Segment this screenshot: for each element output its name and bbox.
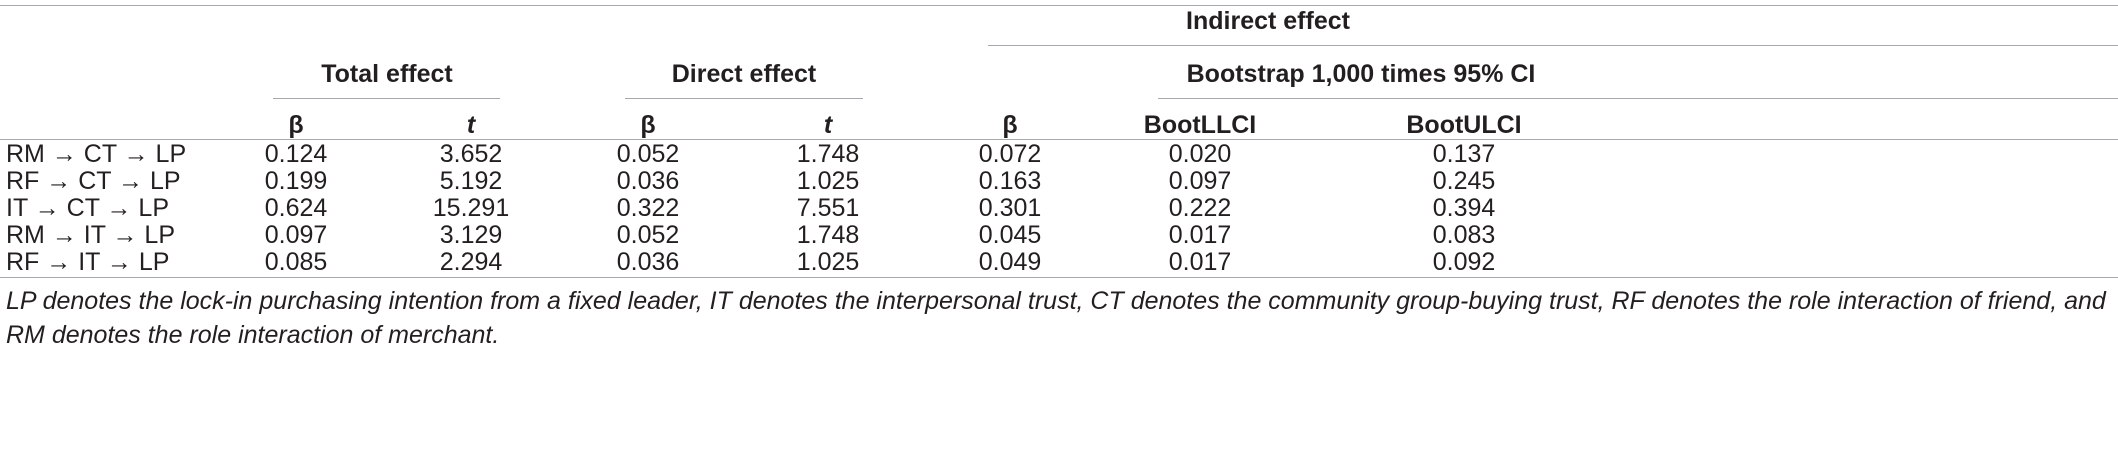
boot-ulci-header: BootULCI <box>1406 111 1522 139</box>
total-t-value: 2.294 <box>439 248 503 276</box>
boot-ulci-value: 0.245 <box>1432 167 1496 195</box>
bootstrap-header: Bootstrap 1,000 times 95% CI <box>1186 60 1536 88</box>
indirect-beta-value: 0.163 <box>978 167 1042 195</box>
indirect-beta-header: β <box>1002 111 1018 139</box>
direct-effect-underline <box>625 98 863 99</box>
total-beta-value: 0.097 <box>264 221 328 249</box>
boot-ulci-value: 0.083 <box>1432 221 1496 249</box>
total-t-value: 15.291 <box>432 194 510 222</box>
direct-beta-value: 0.036 <box>616 248 680 276</box>
total-beta-header: β <box>288 111 304 139</box>
bootstrap-underline <box>1158 98 2118 99</box>
indirect-beta-value: 0.072 <box>978 140 1042 168</box>
boot-ulci-value: 0.394 <box>1432 194 1496 222</box>
total-t-header: t <box>466 111 476 139</box>
direct-beta-value: 0.052 <box>616 221 680 249</box>
row-path-label: RM → IT → LP <box>6 221 176 249</box>
direct-beta-header: β <box>640 111 656 139</box>
total-effect-underline <box>273 98 500 99</box>
direct-t-value: 1.748 <box>796 140 860 168</box>
total-t-value: 5.192 <box>439 167 503 195</box>
boot-ulci-value: 0.092 <box>1432 248 1496 276</box>
total-beta-value: 0.624 <box>264 194 328 222</box>
table-footnote: LP denotes the lock-in purchasing intent… <box>6 287 2106 349</box>
boot-llci-value: 0.097 <box>1168 167 1232 195</box>
total-t-value: 3.652 <box>439 140 503 168</box>
row-path-label: RF → IT → LP <box>6 248 170 276</box>
total-effect-header: Total effect <box>321 60 453 88</box>
row-path-label: IT → CT → LP <box>6 194 170 222</box>
total-beta-value: 0.124 <box>264 140 328 168</box>
header-bottom-rule <box>0 139 2118 140</box>
indirect-beta-value: 0.045 <box>978 221 1042 249</box>
direct-t-value: 1.748 <box>796 221 860 249</box>
indirect-beta-value: 0.301 <box>978 194 1042 222</box>
indirect-effect-header: Indirect effect <box>1186 7 1350 35</box>
table-bottom-rule <box>0 277 2118 278</box>
table-top-rule <box>0 5 2118 6</box>
direct-beta-value: 0.036 <box>616 167 680 195</box>
direct-beta-value: 0.052 <box>616 140 680 168</box>
total-beta-value: 0.199 <box>264 167 328 195</box>
boot-llci-value: 0.222 <box>1168 194 1232 222</box>
indirect-beta-value: 0.049 <box>978 248 1042 276</box>
row-path-label: RF → CT → LP <box>6 167 181 195</box>
direct-t-value: 7.551 <box>796 194 860 222</box>
total-t-value: 3.129 <box>439 221 503 249</box>
direct-t-value: 1.025 <box>796 167 860 195</box>
boot-llci-header: BootLLCI <box>1143 111 1257 139</box>
direct-t-header: t <box>823 111 833 139</box>
direct-effect-header: Direct effect <box>671 60 817 88</box>
total-beta-value: 0.085 <box>264 248 328 276</box>
direct-t-value: 1.025 <box>796 248 860 276</box>
indirect-effect-underline <box>988 45 2118 46</box>
boot-llci-value: 0.020 <box>1168 140 1232 168</box>
boot-ulci-value: 0.137 <box>1432 140 1496 168</box>
boot-llci-value: 0.017 <box>1168 221 1232 249</box>
boot-llci-value: 0.017 <box>1168 248 1232 276</box>
direct-beta-value: 0.322 <box>616 194 680 222</box>
row-path-label: RM → CT → LP <box>6 140 187 168</box>
